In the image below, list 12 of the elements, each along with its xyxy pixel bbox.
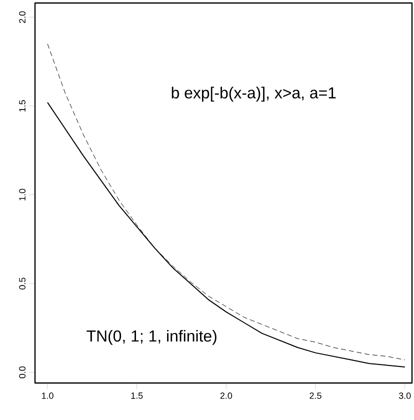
y-tick-label: 1.0 xyxy=(18,188,26,200)
x-tick-label: 3.0 xyxy=(398,392,411,399)
annotation: b exp[-b(x-a)], x>a, a=1 xyxy=(172,86,336,102)
x-tick-label: 1.5 xyxy=(131,392,142,399)
y-tick-label: 0.0 xyxy=(18,366,26,378)
x-tick-label: 1.0 xyxy=(42,392,54,399)
y-tick-label: 1.5 xyxy=(19,100,26,112)
y-tick-label: 0.5 xyxy=(18,278,26,290)
annotation: TN(0, 1; 1, infinite) xyxy=(86,330,216,345)
x-tick-label: 2.0 xyxy=(220,392,232,399)
x-tick-label: 2.5 xyxy=(310,392,322,399)
y-tick-label: 2.0 xyxy=(18,11,26,23)
